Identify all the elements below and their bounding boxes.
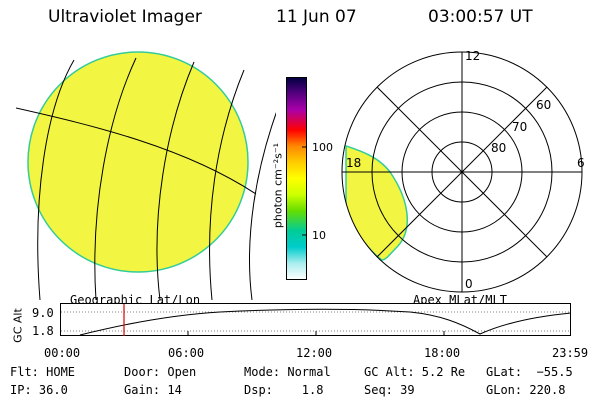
colorbar-tick-100: 100 bbox=[312, 141, 333, 154]
colorbar-tick-10: 10 bbox=[312, 229, 326, 242]
uv-image-disk bbox=[27, 51, 249, 273]
x-tick-label: 18:00 bbox=[424, 346, 461, 360]
longitude-line bbox=[156, 61, 195, 300]
status-ip: IP: 36.0 bbox=[10, 383, 68, 397]
x-tick-label: 06:00 bbox=[168, 346, 205, 360]
longitude-line bbox=[209, 69, 245, 300]
status-gc-alt: GC Alt: 5.2 Re bbox=[364, 365, 466, 379]
lat-60-label: 60 bbox=[536, 98, 552, 112]
lat-80-label: 80 bbox=[491, 141, 507, 155]
altitude-ylabel: GC Alt bbox=[11, 308, 25, 343]
status-door: Door: Open bbox=[124, 365, 197, 379]
mlt-0-label: 0 bbox=[465, 277, 473, 291]
mlt-12-label: 12 bbox=[465, 49, 481, 63]
status-flt: Flt: HOME bbox=[10, 365, 76, 379]
altitude-y-bottom: 1.8 bbox=[32, 324, 54, 338]
mlt-line bbox=[376, 86, 548, 258]
status-mode: Mode: Normal bbox=[244, 365, 331, 379]
colorbar-unit-label: photon cm⁻²s⁻¹ bbox=[271, 142, 285, 229]
date-label: 11 Jun 07 bbox=[276, 7, 357, 27]
x-tick-label: 23:59 bbox=[552, 346, 589, 360]
mlt-6-label: 6 bbox=[577, 156, 585, 170]
app-title: Ultraviolet Imager bbox=[48, 7, 202, 27]
status-glon: GLon: 220.8 bbox=[486, 383, 566, 397]
longitude-line bbox=[94, 57, 137, 300]
colorbar bbox=[286, 77, 307, 280]
lat-70-label: 70 bbox=[512, 120, 528, 134]
status-dsp: Dsp: 1.8 bbox=[244, 383, 324, 397]
altitude-curve bbox=[79, 308, 572, 336]
x-tick-label: 12:00 bbox=[296, 346, 333, 360]
polar-plot bbox=[341, 51, 583, 293]
altitude-plot bbox=[60, 303, 572, 336]
time-label: 03:00:57 UT bbox=[428, 7, 533, 27]
longitude-line bbox=[249, 112, 276, 300]
status-seq: Seq: 39 bbox=[364, 383, 415, 397]
status-glat: GLat: −55.5 bbox=[486, 365, 573, 379]
altitude-y-top: 9.0 bbox=[32, 306, 54, 320]
status-gain: Gain: 14 bbox=[124, 383, 182, 397]
geographic-image-panel bbox=[16, 51, 276, 300]
mlt-18-label: 18 bbox=[346, 156, 362, 170]
x-tick-label: 00:00 bbox=[44, 346, 81, 360]
latitude-line bbox=[16, 107, 257, 195]
longitude-line bbox=[37, 59, 75, 300]
